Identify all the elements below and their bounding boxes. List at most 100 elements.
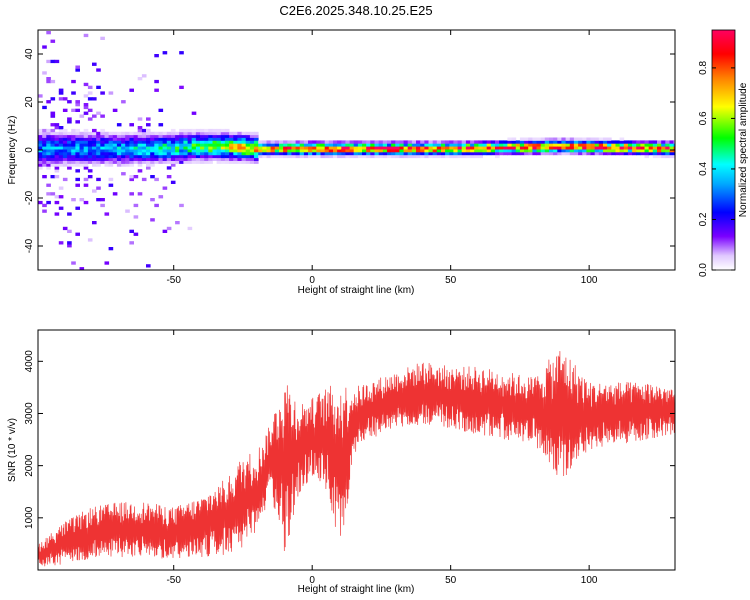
heatmap-cell — [333, 146, 338, 150]
heatmap-cell — [87, 108, 93, 112]
heatmap-cell — [216, 146, 222, 150]
heatmap-cell — [166, 157, 172, 161]
heatmap-cell — [154, 143, 159, 147]
heatmap-cell — [636, 143, 641, 147]
heatmap-cell — [162, 137, 168, 141]
heatmap-cell — [87, 238, 93, 242]
heatmap-cell — [54, 163, 60, 167]
spectrogram-panel: -50 0 50 100 -40 -20 0 20 40 Height of straight… — [7, 29, 676, 296]
heatmap-cell — [200, 160, 205, 164]
heatmap-cell — [150, 151, 155, 156]
heatmap-cell — [187, 128, 193, 133]
x-tick-label: 0 — [309, 575, 315, 586]
heatmap-cell — [561, 137, 566, 141]
heatmap-cell — [640, 149, 645, 153]
heatmap-cell — [549, 140, 554, 144]
heatmap-cell — [553, 149, 558, 153]
heatmap-cell — [499, 151, 504, 156]
heatmap-cell — [420, 146, 425, 150]
heatmap-cell — [262, 154, 267, 159]
heatmap-cell — [445, 143, 450, 147]
heatmap-cell — [237, 154, 242, 159]
heatmap-cell — [224, 149, 230, 153]
heatmap-cell — [121, 160, 126, 164]
heatmap-cell — [96, 160, 101, 164]
snr-y-ticks: 1000 2000 3000 4000 — [24, 350, 675, 529]
heatmap-cell — [42, 134, 47, 138]
heatmap-cell — [216, 149, 222, 153]
heatmap-cell — [75, 163, 80, 167]
heatmap-cell — [162, 51, 168, 55]
heatmap-cell — [67, 157, 72, 161]
heatmap-cell — [141, 151, 147, 156]
heatmap-cell — [141, 149, 147, 153]
heatmap-cell — [146, 123, 151, 127]
heatmap-cell — [46, 200, 51, 205]
heatmap-cell — [125, 134, 130, 138]
heatmap-cell — [573, 140, 579, 144]
heatmap-cell — [586, 143, 591, 147]
heatmap-cell — [324, 146, 330, 150]
heatmap-cell — [58, 128, 64, 133]
heatmap-cell — [553, 143, 558, 147]
heatmap-cell — [195, 154, 201, 159]
heatmap-cell — [295, 140, 301, 144]
heatmap-cell — [594, 140, 600, 144]
heatmap-cell — [640, 146, 645, 150]
snr-frame — [37, 329, 676, 571]
heatmap-cell — [50, 146, 56, 150]
heatmap-cell — [224, 146, 230, 150]
heatmap-cell — [362, 146, 367, 150]
heatmap-cell — [441, 140, 446, 144]
heatmap-cell — [453, 151, 458, 156]
heatmap-cell — [395, 146, 400, 150]
heatmap-cell — [87, 137, 93, 141]
heatmap-cell — [183, 151, 188, 156]
heatmap-cell — [67, 149, 72, 153]
heatmap-cell — [129, 149, 134, 153]
heatmap-cell — [187, 137, 193, 141]
heatmap-cell — [150, 218, 155, 222]
heatmap-cell — [170, 180, 176, 184]
heatmap-cell — [245, 143, 251, 147]
colorbar-tick-label: 0.2 — [698, 212, 709, 226]
heatmap-cell — [582, 149, 587, 153]
heatmap-cell — [116, 137, 122, 141]
heatmap-cell — [519, 149, 525, 153]
heatmap-cell — [229, 157, 234, 161]
heatmap-cell — [287, 146, 292, 150]
heatmap-cell — [316, 143, 321, 147]
heatmap-cell — [166, 149, 172, 153]
heatmap-cell — [586, 151, 591, 156]
heatmap-cell — [490, 149, 496, 153]
heatmap-cell — [615, 146, 621, 150]
heatmap-cell — [146, 154, 151, 159]
colorbar-tick-label: 0.0 — [698, 263, 709, 277]
heatmap-cell — [420, 143, 425, 147]
heatmap-cell — [129, 131, 134, 136]
heatmap-cell — [92, 160, 97, 164]
heatmap-cell — [245, 137, 251, 141]
heatmap-cell — [279, 151, 284, 156]
heatmap-cell — [233, 137, 238, 141]
heatmap-cell — [594, 151, 600, 156]
heatmap-cell — [345, 146, 350, 150]
heatmap-cell — [166, 134, 172, 138]
heatmap-cell — [50, 79, 56, 84]
heatmap-cell — [607, 140, 612, 144]
heatmap-cell — [615, 140, 621, 144]
heatmap-cell — [582, 140, 587, 144]
heatmap-cell — [79, 163, 85, 167]
heatmap-cell — [92, 140, 97, 144]
heatmap-cell — [133, 215, 139, 219]
heatmap-cell — [158, 108, 164, 112]
heatmap-cell — [341, 151, 346, 156]
heatmap-cell — [58, 241, 64, 245]
heatmap-cell — [54, 166, 60, 170]
heatmap-cell — [125, 143, 130, 147]
heatmap-cell — [432, 140, 438, 144]
heatmap-cell — [121, 154, 126, 159]
heatmap-cell — [170, 151, 176, 156]
heatmap-cell — [50, 97, 56, 101]
heatmap-cell — [374, 146, 380, 150]
